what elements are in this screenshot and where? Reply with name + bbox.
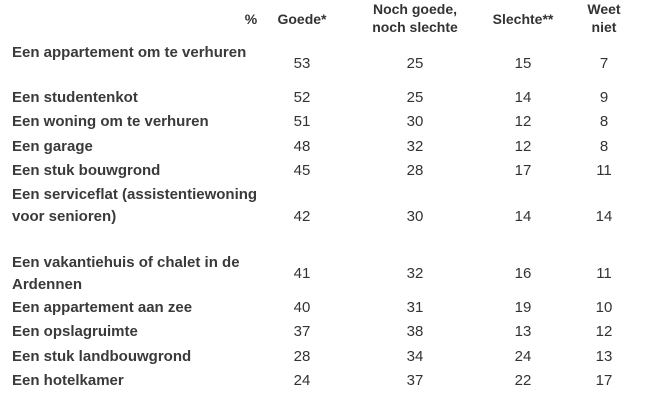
header-weet-niet: Weet niet (587, 1, 621, 35)
header-goede: Goede* (277, 11, 327, 27)
value-slechte: 12 (514, 138, 532, 155)
value-slechte: 16 (514, 265, 532, 282)
value-goede: 48 (293, 138, 311, 155)
value-goede: 28 (293, 348, 311, 365)
value-noch-goede: 31 (406, 299, 424, 316)
value-weet-niet: 12 (595, 323, 613, 340)
table-row: Een studentenkot 52 25 14 9 (0, 87, 645, 109)
value-slechte: 24 (514, 348, 532, 365)
row-label: Een appartement om te verhuren (12, 44, 247, 61)
value-noch-goede: 37 (406, 372, 424, 389)
value-goede: 51 (293, 113, 311, 130)
row-label: Een stuk bouwgrond (12, 162, 161, 179)
row-label: Een hotelkamer (12, 372, 124, 389)
table-row: Een woning om te verhuren 51 30 12 8 (0, 111, 645, 133)
table-row: Een stuk bouwgrond 45 28 17 11 (0, 160, 645, 182)
value-noch-goede: 25 (406, 55, 424, 72)
value-slechte: 14 (514, 89, 532, 106)
value-weet-niet: 8 (599, 113, 609, 130)
value-slechte: 22 (514, 372, 532, 389)
value-weet-niet: 17 (595, 372, 613, 389)
value-noch-goede: 30 (406, 208, 424, 225)
value-noch-goede: 32 (406, 265, 424, 282)
value-goede: 42 (293, 208, 311, 225)
value-weet-niet: 14 (595, 208, 613, 225)
table-row: Een stuk landbouwgrond 28 34 24 13 (0, 346, 645, 368)
row-label: Een studentenkot (12, 89, 138, 106)
header-slechte: Slechte** (492, 11, 554, 27)
value-noch-goede: 25 (406, 89, 424, 106)
value-goede: 53 (293, 55, 311, 72)
table-row: Een opslagruimte 37 38 13 12 (0, 321, 645, 343)
value-weet-niet: 11 (596, 162, 612, 179)
value-slechte: 19 (514, 299, 532, 316)
value-goede: 41 (293, 265, 311, 282)
value-goede: 40 (293, 299, 311, 316)
value-slechte: 12 (514, 113, 532, 130)
row-label: Een vakantiehuis of chalet in de Ardenne… (12, 254, 240, 293)
value-weet-niet: 10 (595, 299, 613, 316)
table-row: Een garage 48 32 12 8 (0, 136, 645, 158)
value-goede: 45 (293, 162, 311, 179)
value-noch-goede: 28 (406, 162, 424, 179)
row-label: Een woning om te verhuren (12, 113, 209, 130)
value-goede: 52 (293, 89, 311, 106)
value-weet-niet: 7 (599, 55, 609, 72)
value-weet-niet: 11 (596, 265, 612, 282)
row-label: Een stuk landbouwgrond (12, 348, 192, 365)
value-slechte: 13 (514, 323, 532, 340)
value-slechte: 15 (514, 55, 532, 72)
value-slechte: 14 (514, 208, 532, 225)
value-slechte: 17 (514, 162, 532, 179)
table-row: Een hotelkamer 24 37 22 17 (0, 370, 645, 392)
table-row: Een vakantiehuis of chalet in de Ardenne… (0, 252, 645, 296)
header-noch-goede: Noch goede, noch slechte (372, 1, 458, 35)
row-label: Een serviceflat (assistentiewoning voor … (12, 186, 258, 225)
value-weet-niet: 9 (599, 89, 609, 106)
row-label: Een opslagruimte (12, 323, 138, 340)
value-weet-niet: 8 (599, 138, 609, 155)
value-noch-goede: 38 (406, 323, 424, 340)
value-noch-goede: 34 (406, 348, 424, 365)
value-noch-goede: 30 (406, 113, 424, 130)
value-goede: 37 (293, 323, 311, 340)
table-row: Een serviceflat (assistentiewoning voor … (0, 184, 645, 250)
header-percent: % (244, 11, 258, 27)
value-goede: 24 (293, 372, 311, 389)
value-noch-goede: 32 (406, 138, 424, 155)
row-label: Een appartement aan zee (12, 299, 193, 316)
table-row: Een appartement om te verhuren 53 25 15 7 (0, 42, 645, 86)
table-row: Een appartement aan zee 40 31 19 10 (0, 297, 645, 319)
row-label: Een garage (12, 138, 93, 155)
value-weet-niet: 13 (595, 348, 613, 365)
